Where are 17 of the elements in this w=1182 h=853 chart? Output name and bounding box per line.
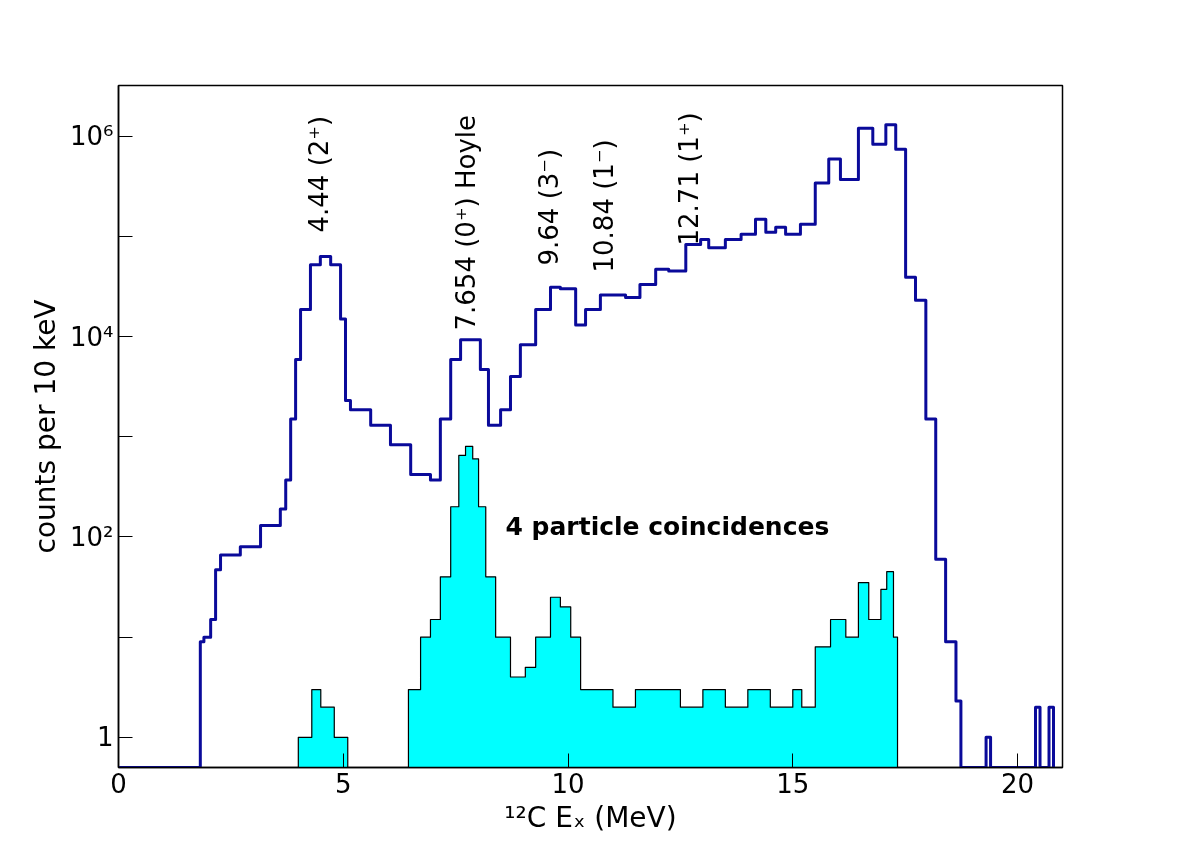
y-tick-label: 10⁶ <box>69 121 114 152</box>
x-tick-label: 0 <box>110 768 127 799</box>
x-tick-label: 5 <box>334 768 352 799</box>
y-tick-label: 10⁴ <box>69 321 114 352</box>
annotation: 10.84 (1⁻) <box>588 139 619 273</box>
x-tick-label: 10 <box>551 768 585 799</box>
x-tick-label: 20 <box>1001 768 1035 799</box>
x-tick-label: 15 <box>776 768 810 799</box>
annotation: 4 particle coincidences <box>505 511 830 541</box>
y-tick-label: 10² <box>69 521 114 552</box>
annotation: 7.654 (0⁺) Hoyle <box>450 114 481 331</box>
annotation: 4.44 (2⁺) <box>303 115 334 233</box>
annotation: 12.71 (1⁺) <box>673 112 704 246</box>
annotation: 9.64 (3⁻) <box>533 148 564 266</box>
x-axis-title: ¹²C Eₓ (MeV) <box>504 800 677 834</box>
y-axis-title: counts per 10 keV <box>28 299 62 554</box>
y-tick-label: 1 <box>96 722 114 753</box>
